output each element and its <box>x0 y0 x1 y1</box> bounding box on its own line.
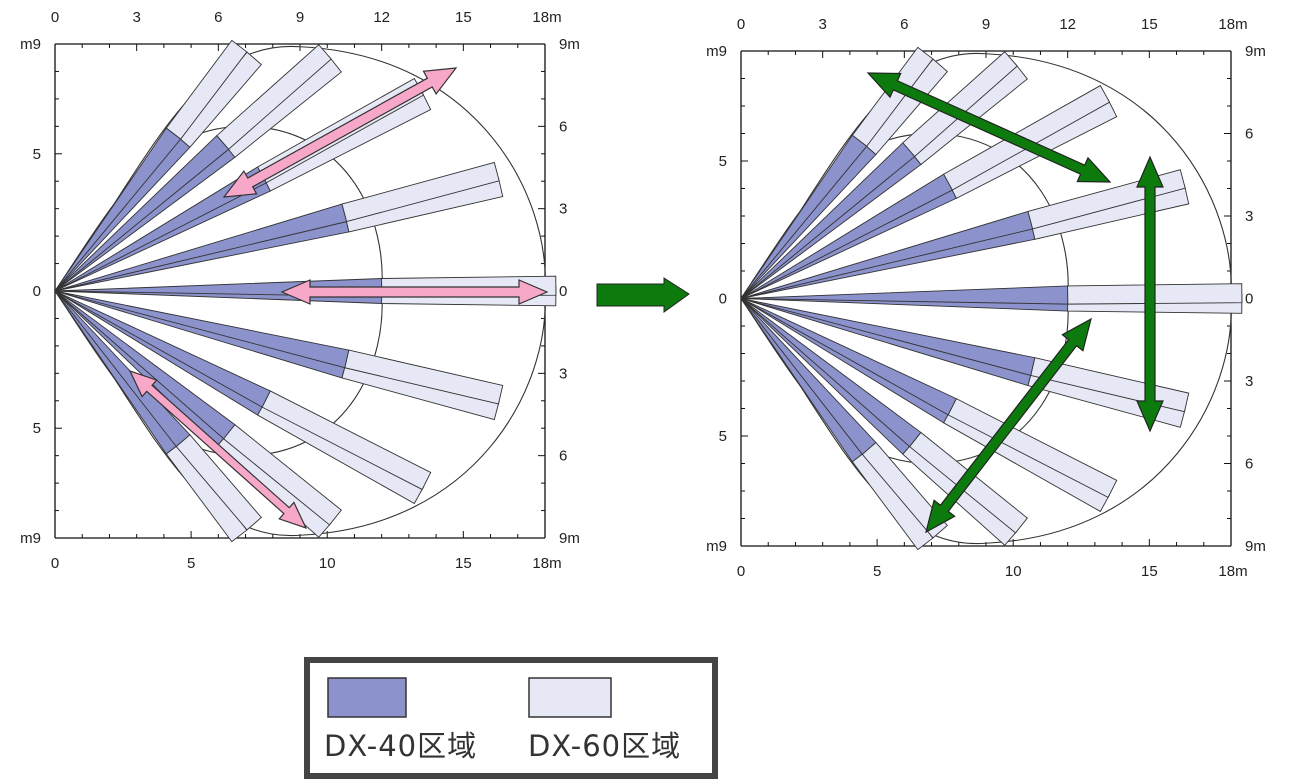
green-double-arrow <box>925 317 1092 534</box>
right-tick-label: 9m <box>1245 43 1266 60</box>
right-tick-label: 9m <box>559 36 580 53</box>
top-tick-label: 0 <box>737 16 745 33</box>
top-tick-label: 15 <box>1141 16 1158 33</box>
dx40-beam-segment <box>54 290 191 448</box>
bottom-tick-label: 10 <box>319 555 336 572</box>
bottom-tick-label: 0 <box>51 555 59 572</box>
pink-double-arrow <box>128 369 308 530</box>
legend-label-dx40: DX-40区域 <box>324 729 477 763</box>
legend: DX-40区域 DX-60区域 <box>304 657 718 779</box>
right-tick-label: 0 <box>1245 291 1253 308</box>
dx40-beam-segment <box>740 298 922 448</box>
top-tick-label: 6 <box>900 16 908 33</box>
right-tick-label: 3 <box>559 201 567 218</box>
top-tick-label: 9 <box>982 16 990 33</box>
left-tick-label: m9 <box>20 36 41 53</box>
green-double-arrow <box>1136 155 1164 433</box>
legend-label-dx60: DX-60区域 <box>528 729 681 763</box>
dx40-beam-segment <box>54 203 348 292</box>
top-tick-label: 18m <box>1218 16 1247 33</box>
top-tick-label: 12 <box>1059 16 1076 33</box>
left-tick-label: 0 <box>33 283 41 300</box>
top-tick-label: 18m <box>532 9 561 26</box>
right-tick-label: 6 <box>559 118 567 135</box>
dx40-beam-segment <box>740 210 1034 299</box>
top-tick-label: 12 <box>373 9 390 26</box>
dx40-beam-segment <box>740 298 953 424</box>
left-tick-label: 0 <box>719 291 727 308</box>
top-tick-label: 0 <box>51 9 59 26</box>
left-tick-label: 5 <box>33 420 41 437</box>
top-tick-label: 15 <box>455 9 472 26</box>
right-tick-label: 6 <box>1245 126 1253 143</box>
dx40-beam-segment <box>740 298 877 455</box>
bottom-tick-label: 10 <box>1005 563 1022 580</box>
top-tick-label: 6 <box>214 9 222 26</box>
top-tick-label: 3 <box>818 16 826 33</box>
dx40-beam-segment <box>740 285 1069 305</box>
bottom-tick-label: 18m <box>1218 563 1247 580</box>
dx40-beam-segment <box>740 298 1036 376</box>
right-tick-label: 3 <box>1245 208 1253 225</box>
right-tick-label: 9m <box>559 530 580 547</box>
left-tick-label: m9 <box>706 43 727 60</box>
legend-swatch-dx40 <box>327 677 407 718</box>
dx40-beam-segment <box>54 290 271 408</box>
legend-swatch-dx60 <box>528 677 612 718</box>
top-tick-label: 9 <box>296 9 304 26</box>
left-tick-label: 5 <box>33 146 41 163</box>
pink-double-arrow <box>222 67 458 198</box>
dx40-beam-segment <box>740 173 953 299</box>
left-detection-diagram: 0 3 6 9 12 15 18m 0 5 10 15 18m m9 5 0 5 m9 9m 6 3 0 3 6 9m <box>20 9 580 572</box>
bottom-tick-label: 0 <box>737 563 745 580</box>
right-tick-label: 3 <box>559 365 567 382</box>
dx40-beam-segment <box>740 134 868 299</box>
left-tick-label: 5 <box>719 153 727 170</box>
right-tick-label: 9m <box>1245 538 1266 555</box>
left-tick-label: m9 <box>706 538 727 555</box>
dx40-beam-segment <box>54 127 182 292</box>
bottom-tick-label: 15 <box>1141 563 1158 580</box>
green-double-arrow <box>866 72 1112 183</box>
bottom-tick-label: 15 <box>455 555 472 572</box>
dx40-beam-segment <box>54 290 350 369</box>
dx40-beam-segment <box>740 142 916 299</box>
right-arrow-icon <box>596 277 690 313</box>
left-tick-label: 5 <box>719 428 727 445</box>
left-tick-label: m9 <box>20 530 41 547</box>
dx40-beam-segment <box>54 290 236 440</box>
right-tick-label: 0 <box>559 283 567 300</box>
dx40-beam-segment <box>740 298 957 416</box>
right-tick-label: 6 <box>559 448 567 465</box>
right-tick-label: 6 <box>1245 456 1253 473</box>
right-tick-label: 3 <box>1245 373 1253 390</box>
right-detection-diagram: 0 3 6 9 12 15 18m 0 5 10 15 18m m9 5 0 5 m9 9m 6 3 0 3 6 9m <box>706 16 1266 580</box>
bottom-tick-label: 18m <box>532 555 561 572</box>
pink-double-arrow <box>280 279 549 305</box>
dx40-beam-segment <box>54 135 230 292</box>
top-tick-label: 3 <box>132 9 140 26</box>
bottom-tick-label: 5 <box>187 555 195 572</box>
bottom-tick-label: 5 <box>873 563 881 580</box>
